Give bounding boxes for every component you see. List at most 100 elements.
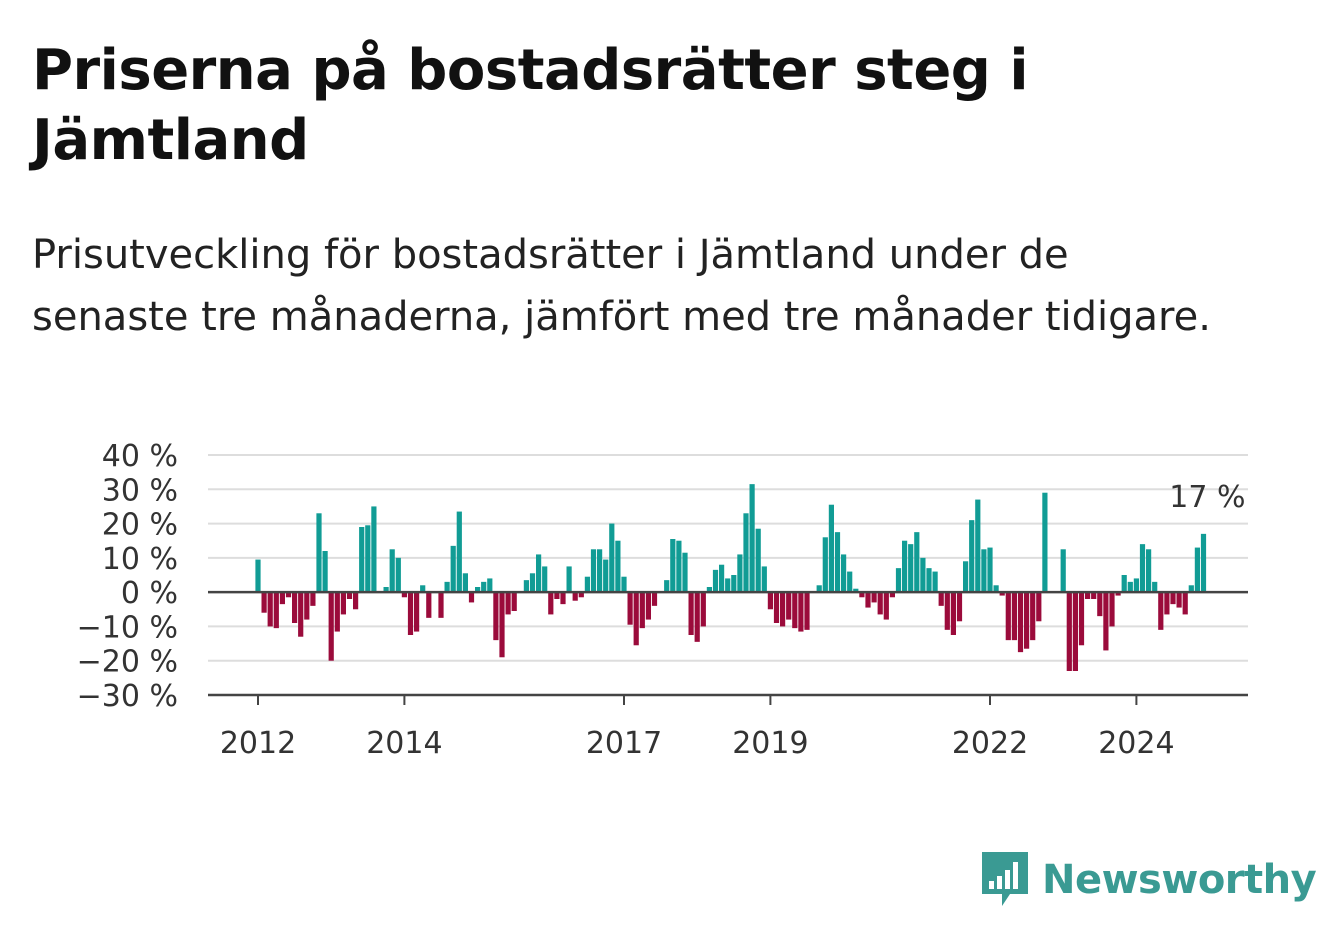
bar-negative bbox=[1011, 592, 1017, 641]
axes bbox=[208, 590, 1248, 705]
bar-negative bbox=[493, 592, 499, 641]
newsworthy-logo-icon bbox=[982, 852, 1028, 906]
bar-negative bbox=[1030, 592, 1036, 641]
bar-negative bbox=[1176, 592, 1182, 608]
bar-negative bbox=[1164, 592, 1170, 615]
bar-positive bbox=[847, 571, 853, 593]
bar-negative bbox=[1097, 592, 1103, 617]
brand-name: Newsworthy bbox=[1042, 857, 1317, 903]
bar-negative bbox=[700, 592, 706, 627]
bar-positive bbox=[902, 540, 908, 593]
bar-positive bbox=[615, 540, 621, 593]
bar-negative bbox=[798, 592, 804, 632]
bar-positive bbox=[523, 580, 529, 593]
bar-positive bbox=[609, 523, 615, 593]
bar-negative bbox=[505, 592, 511, 615]
bar-positive bbox=[444, 581, 450, 593]
y-tick-label: −10 % bbox=[77, 610, 178, 645]
bar-positive bbox=[1200, 533, 1207, 593]
bar-positive bbox=[371, 506, 377, 593]
bar-negative bbox=[883, 592, 889, 620]
bar-positive bbox=[1139, 544, 1146, 593]
bar-positive bbox=[475, 587, 481, 593]
bar-positive bbox=[590, 549, 597, 593]
bar-positive bbox=[389, 549, 395, 593]
bar-positive bbox=[853, 588, 859, 593]
bar-positive bbox=[1152, 581, 1158, 593]
bar-positive bbox=[993, 585, 999, 593]
bar-negative bbox=[651, 592, 658, 606]
bar-negative bbox=[773, 592, 780, 623]
bar-positive bbox=[597, 549, 603, 593]
bar-positive bbox=[737, 554, 743, 593]
chart-subtitle: Prisutveckling för bostadsrätter i Jämtl… bbox=[32, 232, 1211, 340]
bar-positive bbox=[920, 557, 926, 593]
bar-negative bbox=[956, 592, 963, 622]
bar-negative bbox=[554, 592, 560, 599]
bar-positive bbox=[828, 504, 834, 593]
bar-positive bbox=[725, 578, 731, 593]
bar-positive bbox=[1133, 578, 1139, 593]
bar-negative bbox=[407, 592, 414, 635]
bar-negative bbox=[401, 592, 407, 598]
bar-positive bbox=[566, 566, 572, 593]
bar-positive bbox=[316, 513, 322, 593]
bar-negative bbox=[871, 592, 877, 603]
bar-positive bbox=[682, 552, 688, 593]
bar-negative bbox=[877, 592, 883, 615]
bar-positive bbox=[1127, 581, 1133, 593]
bar-positive bbox=[420, 585, 426, 593]
bar-negative bbox=[511, 592, 517, 611]
y-tick-label: 40 % bbox=[102, 439, 178, 474]
y-tick-label: −30 % bbox=[77, 679, 178, 714]
bar-positive bbox=[975, 499, 981, 593]
bar-positive bbox=[487, 578, 493, 593]
bar-negative bbox=[627, 592, 633, 625]
bar-negative bbox=[414, 592, 420, 632]
bar-negative bbox=[786, 592, 792, 620]
bar-negative bbox=[1109, 592, 1115, 627]
bar-positive bbox=[359, 527, 365, 593]
bar-positive bbox=[743, 513, 749, 593]
bar-positive bbox=[712, 569, 719, 593]
bar-positive bbox=[603, 559, 609, 593]
x-tick-label: 2014 bbox=[366, 726, 442, 761]
y-tick-label: 30 % bbox=[102, 473, 178, 508]
last-value-label: 17 % bbox=[1169, 480, 1245, 515]
bar-positive bbox=[383, 587, 389, 593]
bar-positive bbox=[822, 537, 828, 593]
bar-positive bbox=[664, 580, 670, 593]
bar-positive bbox=[670, 539, 676, 593]
bar-positive bbox=[584, 576, 590, 593]
bar-negative bbox=[889, 592, 895, 598]
bar-negative bbox=[688, 592, 694, 635]
bars bbox=[255, 484, 1207, 671]
bar-negative bbox=[694, 592, 700, 642]
bar-negative bbox=[273, 592, 279, 629]
bar-negative bbox=[267, 592, 273, 627]
bar-positive bbox=[914, 532, 920, 593]
bar-negative bbox=[328, 592, 334, 661]
bar-positive bbox=[536, 554, 542, 593]
bar-negative bbox=[438, 592, 444, 618]
x-tick-label: 2022 bbox=[952, 726, 1028, 761]
bar-negative bbox=[950, 592, 956, 635]
y-tick-label: 0 % bbox=[121, 576, 178, 611]
bar-positive bbox=[322, 551, 328, 593]
bar-negative bbox=[865, 592, 871, 608]
bar-positive bbox=[731, 575, 737, 593]
bar-negative bbox=[633, 592, 639, 646]
bar-positive bbox=[755, 528, 761, 593]
bar-positive bbox=[1146, 549, 1152, 593]
chart-title: Priserna på bostadsrätter steg i Jämtlan… bbox=[32, 38, 1029, 173]
bar-positive bbox=[676, 540, 682, 593]
bar-negative bbox=[285, 592, 292, 598]
bar-positive bbox=[456, 511, 462, 593]
bar-positive bbox=[395, 557, 401, 593]
bar-negative bbox=[639, 592, 645, 629]
bar-negative bbox=[999, 592, 1005, 596]
bar-negative bbox=[792, 592, 798, 629]
bar-negative bbox=[340, 592, 346, 615]
bar-positive bbox=[969, 520, 975, 593]
